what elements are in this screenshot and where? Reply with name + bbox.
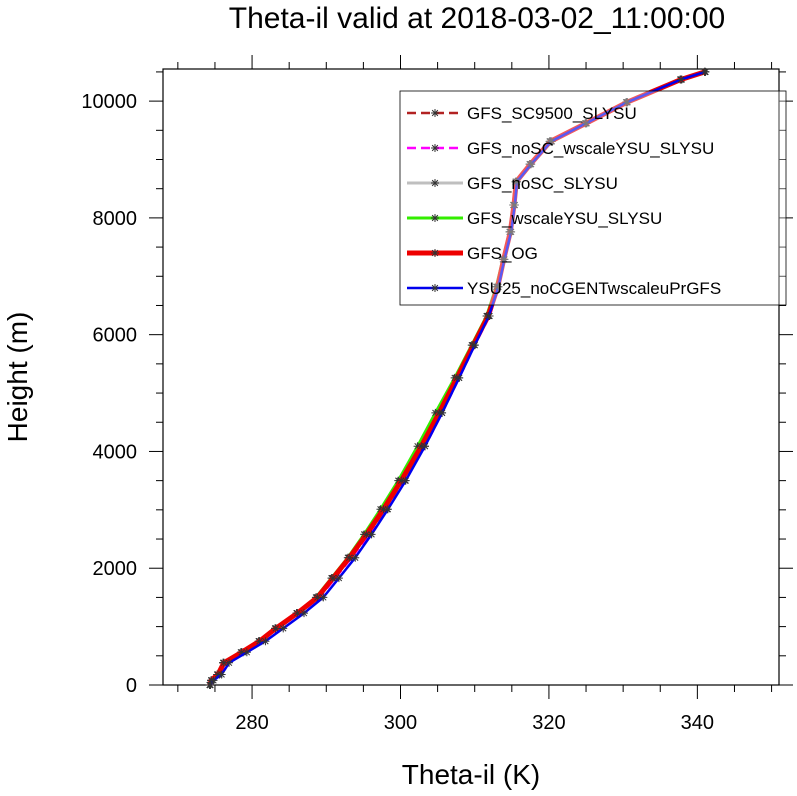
legend-item-3: GFS_noSC_SLYSU bbox=[407, 174, 618, 193]
chart-title: Theta-il valid at 2018-03-02_11:00:00 bbox=[229, 2, 725, 35]
series-marker bbox=[470, 341, 479, 350]
series-marker bbox=[507, 227, 516, 236]
legend-label: GFS_noSC_SLYSU bbox=[467, 174, 618, 193]
series-lines bbox=[205, 67, 710, 689]
legend: GFS_SC9500_SLYSU GFS_noSC_wscaleYSU_SLYSU… bbox=[399, 90, 787, 306]
series-marker bbox=[622, 98, 631, 107]
legend-item-6: YSU25_noCGENTwscaleuPrGFS bbox=[407, 279, 721, 298]
legend-label: GFS_OG bbox=[467, 244, 538, 263]
series-line bbox=[209, 70, 706, 686]
legend-item-4: GFS_wscaleYSU_SLYSU bbox=[407, 209, 662, 228]
series-marker bbox=[582, 119, 591, 128]
series-marker bbox=[494, 282, 503, 291]
series-marker bbox=[225, 658, 234, 667]
series-marker bbox=[379, 505, 388, 514]
series-marker bbox=[206, 681, 215, 689]
y-tick-label: 10000 bbox=[81, 91, 137, 113]
series-marker bbox=[362, 530, 371, 539]
series-marker bbox=[438, 408, 447, 417]
y-tick-label: 4000 bbox=[93, 441, 138, 463]
series-marker bbox=[293, 609, 302, 618]
series-marker bbox=[313, 593, 322, 602]
legend-marker bbox=[431, 179, 439, 187]
x-tick-label: 280 bbox=[235, 712, 268, 734]
series-marker bbox=[334, 574, 343, 583]
x-axis-label: Theta-il (K) bbox=[402, 759, 540, 790]
series-marker bbox=[527, 160, 536, 169]
series-marker bbox=[255, 637, 264, 646]
x-tick-label: 320 bbox=[532, 712, 565, 734]
series-marker bbox=[383, 505, 392, 514]
x-tick-label: 340 bbox=[681, 712, 714, 734]
series-marker bbox=[351, 553, 360, 562]
legend-item-2: GFS_noSC_wscaleYSU_SLYSU bbox=[407, 139, 714, 158]
series-marker bbox=[420, 442, 429, 451]
y-tick-label: 8000 bbox=[93, 208, 138, 230]
series-marker bbox=[271, 624, 280, 633]
legend-label: GFS_noSC_wscaleYSU_SLYSU bbox=[467, 139, 714, 158]
legend-marker bbox=[431, 109, 439, 117]
x-tick-label: 300 bbox=[384, 712, 417, 734]
series-marker bbox=[219, 658, 228, 667]
series-marker bbox=[397, 476, 406, 485]
y-axis-label: Height (m) bbox=[2, 312, 33, 443]
legend-marker bbox=[431, 284, 439, 292]
series-marker bbox=[677, 75, 686, 84]
series-6 bbox=[206, 67, 709, 689]
y-tick-label: 0 bbox=[126, 675, 137, 697]
series-marker bbox=[217, 670, 226, 679]
y-tick-label: 2000 bbox=[93, 558, 138, 580]
plot-area: 280 300 320 340 0 2000 4000 6000 8000 10000 bbox=[81, 55, 793, 734]
legend-marker bbox=[431, 144, 439, 152]
series-marker bbox=[279, 624, 288, 633]
series-marker bbox=[513, 177, 522, 186]
series-marker bbox=[700, 67, 709, 76]
series-marker bbox=[300, 609, 309, 618]
y-tick-label: 6000 bbox=[93, 325, 138, 347]
legend-label: GFS_SC9500_SLYSU bbox=[467, 104, 637, 123]
series-marker bbox=[500, 255, 509, 264]
legend-marker bbox=[431, 214, 439, 222]
legend-label: GFS_wscaleYSU_SLYSU bbox=[467, 209, 662, 228]
legend-box bbox=[399, 90, 787, 306]
legend-label: YSU25_noCGENTwscaleuPrGFS bbox=[467, 279, 721, 298]
series-marker bbox=[319, 593, 328, 602]
series-marker bbox=[547, 137, 556, 146]
series-marker bbox=[242, 648, 251, 657]
legend-item-5: GFS_OG bbox=[407, 244, 538, 263]
legend-items: GFS_SC9500_SLYSU GFS_noSC_wscaleYSU_SLYSU… bbox=[407, 104, 721, 298]
series-marker bbox=[510, 201, 519, 210]
series-marker bbox=[367, 530, 376, 539]
series-marker bbox=[484, 311, 493, 320]
series-marker bbox=[328, 574, 337, 583]
legend-item-1: GFS_SC9500_SLYSU bbox=[407, 104, 637, 123]
series-marker bbox=[209, 676, 218, 685]
series-marker bbox=[401, 476, 410, 485]
axis-ticks: 280 300 320 340 0 2000 4000 6000 8000 10000 bbox=[81, 55, 793, 734]
series-marker bbox=[237, 648, 246, 657]
series-marker bbox=[345, 553, 354, 562]
series-marker bbox=[455, 373, 464, 382]
plot-frame bbox=[162, 68, 780, 686]
series-marker bbox=[261, 637, 270, 646]
legend-marker bbox=[431, 249, 439, 257]
